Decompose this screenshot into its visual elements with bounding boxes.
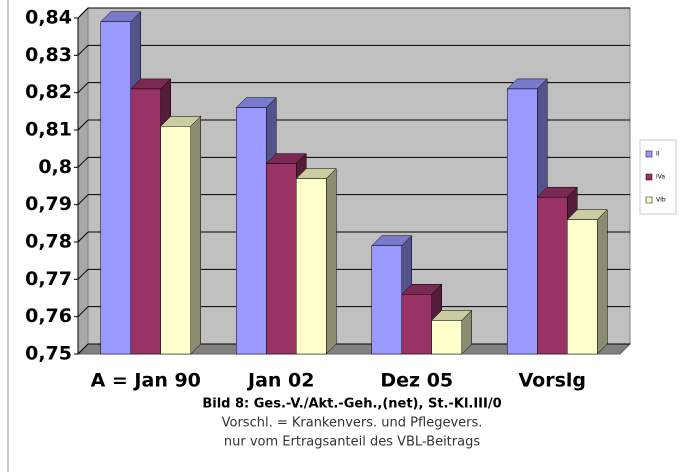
note: nur vom Ertragsanteil des VBL-Beitrags: [224, 435, 480, 450]
bar: [160, 126, 191, 355]
bar: [100, 21, 131, 355]
legend-label: IVa: [656, 174, 665, 181]
bar: [431, 320, 462, 355]
y-tick-label: 0,75: [25, 343, 72, 365]
y-tick-label: 0,77: [25, 268, 72, 290]
bar: [130, 88, 161, 355]
x-tick-label: Vorslg: [518, 370, 586, 392]
bar-side: [326, 167, 337, 355]
grid-line-side: [77, 306, 89, 318]
side-wall: [77, 6, 89, 356]
y-tick-label: 0,81: [25, 119, 72, 141]
legend-swatch: [645, 173, 653, 181]
note: Vorschl. = Krankenvers. und Pflegevers.: [222, 416, 483, 431]
grid-line-side: [77, 194, 89, 206]
legend-label: II: [656, 151, 660, 158]
grid-line-side: [77, 231, 89, 243]
legend-swatch: [645, 150, 653, 158]
grid-line-side: [77, 82, 89, 94]
x-tick-label: Dez 05: [380, 370, 453, 392]
grid-line-side: [77, 44, 89, 56]
grid-line-side: [77, 343, 89, 355]
x-tick-label: A = Jan 90: [91, 370, 201, 392]
bar: [507, 88, 538, 355]
bar: [567, 219, 598, 355]
y-tick-label: 0,76: [25, 305, 72, 327]
y-tick-label: 0,83: [25, 44, 72, 66]
grid-line-side: [77, 119, 89, 131]
chart-title: Bild 8: Ges.-V./Akt.-Geh.,(net), St.-Kl.…: [202, 397, 501, 412]
y-tick-label: 0,82: [25, 81, 72, 103]
y-tick-label: 0,84: [25, 7, 72, 29]
x-tick-label: Jan 02: [246, 370, 314, 392]
legend-swatch: [645, 196, 653, 204]
bar-side: [190, 115, 201, 355]
legend-label: VIb: [656, 197, 666, 204]
grid-line-side: [77, 156, 89, 168]
bar: [537, 196, 568, 355]
bar: [266, 163, 297, 355]
y-tick-label: 0,79: [25, 193, 72, 215]
y-tick-label: 0,78: [25, 231, 72, 253]
bar: [236, 107, 267, 355]
y-tick-label: 0,8: [38, 156, 72, 178]
bar: [296, 178, 327, 355]
grid-line-side: [77, 7, 89, 19]
grid-line-side: [77, 268, 89, 280]
bar-side: [597, 208, 608, 355]
bar: [371, 245, 402, 355]
bar: [401, 294, 432, 355]
